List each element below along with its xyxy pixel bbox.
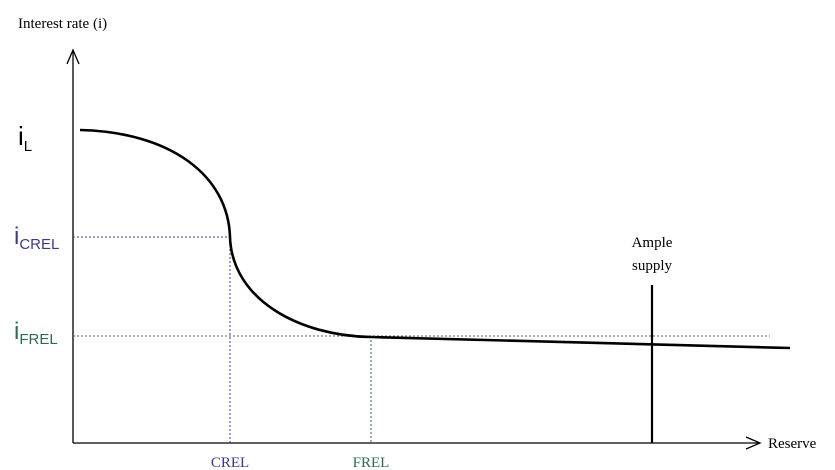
y-tick-il-main: i: [18, 121, 24, 151]
x-axis-arrow: [745, 436, 762, 450]
ample-supply-label-line2: supply: [632, 258, 673, 274]
reserve-demand-curve: [79, 128, 791, 350]
y-tick-icrel: iCREL: [14, 223, 59, 253]
y-axis-label: Interest rate (i): [18, 16, 107, 32]
x-tick-frel: FREL: [353, 455, 390, 470]
ample-supply-label-line1: Ample: [632, 235, 673, 251]
x-tick-crel: CREL: [211, 455, 249, 470]
y-tick-ifrel-sub: FREL: [19, 331, 57, 348]
y-axis-arrow: [66, 48, 80, 65]
y-tick-il-sub: L: [24, 138, 32, 155]
y-tick-icrel-main: i: [14, 223, 19, 250]
y-tick-ifrel: iFREL: [14, 318, 58, 348]
y-tick-il: iL: [18, 121, 32, 155]
y-tick-ifrel-main: i: [14, 318, 19, 345]
y-tick-icrel-sub: CREL: [19, 236, 59, 253]
x-axis-label: Reserve: [768, 436, 817, 452]
